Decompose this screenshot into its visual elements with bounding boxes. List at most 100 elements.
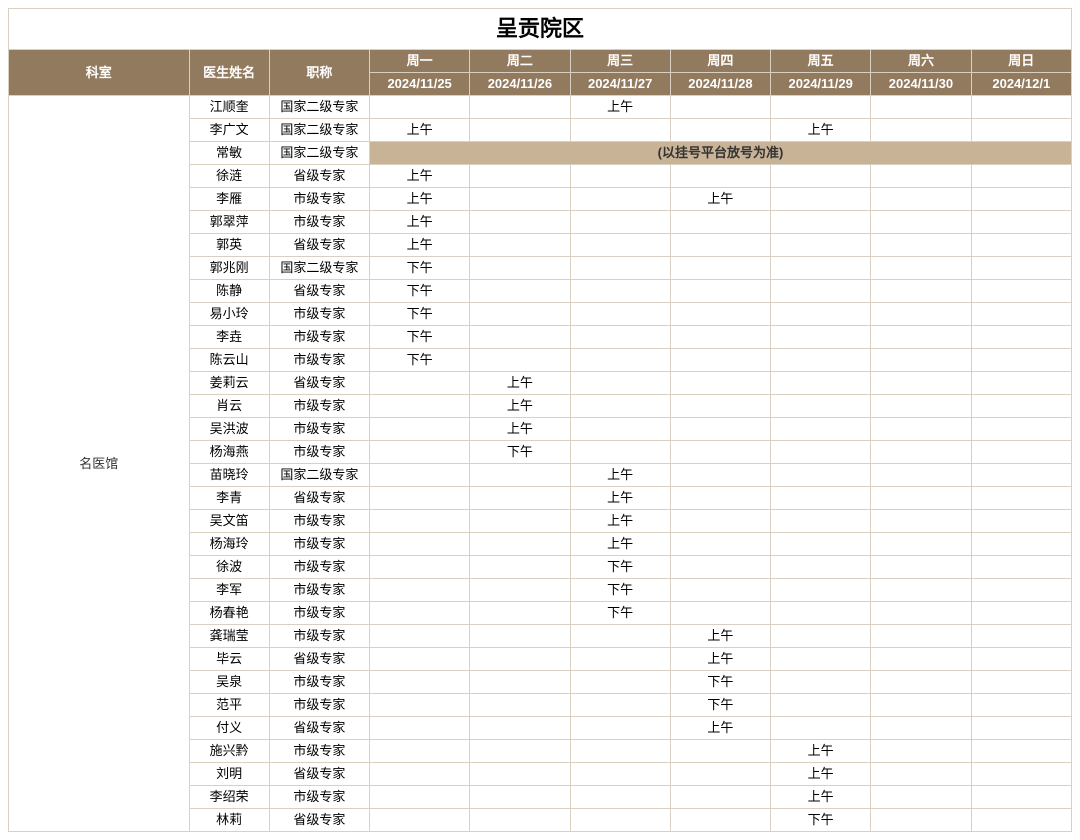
schedule-cell: [470, 119, 570, 142]
schedule-cell: [369, 579, 469, 602]
doctor-name: 范平: [189, 694, 269, 717]
schedule-cell: [570, 740, 670, 763]
schedule-cell: [971, 740, 1071, 763]
schedule-cell: [670, 418, 770, 441]
doctor-name: 郭英: [189, 234, 269, 257]
doctor-name: 李雁: [189, 188, 269, 211]
col-day-5-dow: 周五: [771, 50, 871, 73]
schedule-cell: [570, 234, 670, 257]
schedule-cell: 上午: [369, 188, 469, 211]
schedule-cell: [369, 418, 469, 441]
doctor-name: 林莉: [189, 809, 269, 832]
schedule-cell: 下午: [369, 303, 469, 326]
schedule-cell: [369, 717, 469, 740]
schedule-cell: [369, 487, 469, 510]
col-day-2-date: 2024/11/26: [470, 73, 570, 96]
spanned-note: (以挂号平台放号为准): [369, 142, 1071, 165]
schedule-cell: 上午: [570, 533, 670, 556]
schedule-cell: [570, 395, 670, 418]
schedule-cell: [771, 303, 871, 326]
schedule-cell: [771, 694, 871, 717]
schedule-cell: [470, 234, 570, 257]
schedule-cell: [670, 464, 770, 487]
doctor-name: 龚瑞莹: [189, 625, 269, 648]
col-day-2-dow: 周二: [470, 50, 570, 73]
schedule-cell: 上午: [670, 188, 770, 211]
schedule-cell: [871, 671, 971, 694]
doctor-title: 省级专家: [269, 165, 369, 188]
schedule-cell: [470, 717, 570, 740]
schedule-cell: [369, 625, 469, 648]
schedule-cell: [570, 165, 670, 188]
doctor-title: 市级专家: [269, 579, 369, 602]
schedule-cell: [369, 786, 469, 809]
schedule-cell: [570, 671, 670, 694]
schedule-cell: [871, 740, 971, 763]
schedule-cell: [570, 349, 670, 372]
schedule-cell: [971, 717, 1071, 740]
schedule-cell: [771, 487, 871, 510]
schedule-cell: 上午: [470, 372, 570, 395]
schedule-cell: [971, 763, 1071, 786]
schedule-cell: [971, 671, 1071, 694]
doctor-name: 杨海玲: [189, 533, 269, 556]
schedule-cell: [971, 165, 1071, 188]
schedule-cell: [570, 372, 670, 395]
schedule-cell: [470, 211, 570, 234]
schedule-cell: [369, 694, 469, 717]
doctor-title: 市级专家: [269, 602, 369, 625]
schedule-cell: [470, 510, 570, 533]
schedule-cell: [670, 510, 770, 533]
table-body: 名医馆江顺奎国家二级专家上午李广文国家二级专家上午上午常敏国家二级专家(以挂号平…: [9, 96, 1072, 832]
schedule-cell: [470, 648, 570, 671]
doctor-title: 市级专家: [269, 740, 369, 763]
schedule-cell: [470, 96, 570, 119]
dept-cell: 名医馆: [9, 96, 190, 832]
doctor-name: 李军: [189, 579, 269, 602]
schedule-cell: [971, 510, 1071, 533]
schedule-cell: [670, 349, 770, 372]
schedule-cell: [871, 441, 971, 464]
schedule-cell: 下午: [771, 809, 871, 832]
schedule-cell: [570, 717, 670, 740]
schedule-cell: [971, 280, 1071, 303]
col-title: 职称: [269, 50, 369, 96]
schedule-cell: [570, 303, 670, 326]
schedule-cell: [369, 96, 469, 119]
schedule-cell: [771, 326, 871, 349]
doctor-title: 省级专家: [269, 487, 369, 510]
schedule-cell: [670, 786, 770, 809]
schedule-cell: [670, 487, 770, 510]
schedule-cell: [771, 441, 871, 464]
doctor-name: 吴文笛: [189, 510, 269, 533]
doctor-name: 郭兆刚: [189, 257, 269, 280]
doctor-title: 国家二级专家: [269, 257, 369, 280]
schedule-cell: 下午: [470, 441, 570, 464]
doctor-title: 市级专家: [269, 349, 369, 372]
schedule-cell: [369, 441, 469, 464]
schedule-cell: [871, 556, 971, 579]
col-day-7-dow: 周日: [971, 50, 1071, 73]
doctor-title: 市级专家: [269, 441, 369, 464]
schedule-cell: [971, 533, 1071, 556]
schedule-cell: 上午: [771, 786, 871, 809]
col-day-5-date: 2024/11/29: [771, 73, 871, 96]
schedule-cell: [971, 441, 1071, 464]
schedule-cell: [971, 119, 1071, 142]
schedule-cell: [971, 786, 1071, 809]
schedule-cell: [670, 533, 770, 556]
doctor-name: 姜莉云: [189, 372, 269, 395]
schedule-cell: [470, 280, 570, 303]
schedule-cell: 下午: [670, 694, 770, 717]
schedule-cell: [971, 211, 1071, 234]
schedule-cell: [971, 556, 1071, 579]
col-day-4-date: 2024/11/28: [670, 73, 770, 96]
schedule-cell: [369, 740, 469, 763]
schedule-cell: [570, 188, 670, 211]
doctor-name: 徐涟: [189, 165, 269, 188]
schedule-cell: [871, 717, 971, 740]
schedule-cell: 上午: [771, 763, 871, 786]
schedule-cell: 下午: [570, 579, 670, 602]
schedule-cell: [971, 349, 1071, 372]
schedule-cell: [871, 579, 971, 602]
